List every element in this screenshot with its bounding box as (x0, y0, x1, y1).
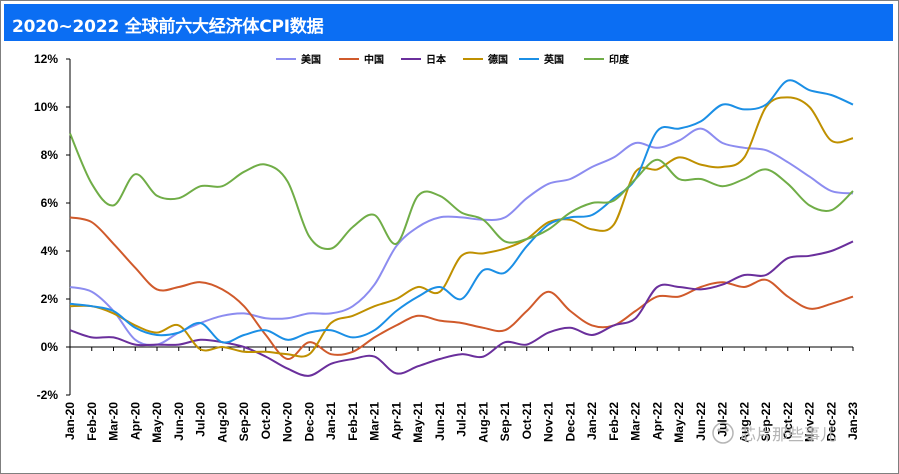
series-line-3 (69, 96, 854, 358)
y-tick-label: 6% (41, 196, 59, 210)
x-tick-label: Jun-22 (694, 402, 708, 441)
title-bar: 2020~2022 全球前六大经济体CPI数据 (4, 4, 893, 41)
x-tick-label: Feb-20 (85, 402, 99, 441)
series-line-4 (69, 79, 854, 344)
x-tick-label: Aug-21 (476, 402, 490, 443)
x-tick-label: Mar-20 (107, 402, 121, 441)
legend: 美国 中国 日本 德国 英国 印度 (276, 53, 630, 66)
y-tick-label: 8% (41, 148, 59, 162)
watermark-text: 芯片那些事儿 (740, 425, 836, 444)
x-tick-label: Jan-23 (846, 402, 860, 440)
x-tick-label: Oct-20 (259, 402, 273, 440)
series-line-0 (69, 127, 854, 347)
x-tick-label: Oct-22 (781, 402, 795, 440)
x-tick-label: Apr-20 (128, 402, 142, 440)
x-tick-label: Jun-21 (433, 402, 447, 441)
legend-label: 中国 (364, 53, 384, 66)
x-tick-label: Jan-20 (63, 402, 77, 440)
wechat-icon-eye (717, 428, 721, 432)
y-tick-label: 2% (41, 292, 59, 306)
x-tick-label: Jul-22 (716, 402, 730, 437)
watermark: 芯片那些事儿 (712, 422, 836, 444)
x-tick-label: Dec-22 (824, 402, 838, 442)
y-tick-label: 12% (34, 52, 58, 66)
x-tick-label: Sep-22 (759, 402, 773, 442)
legend-label: 日本 (426, 53, 447, 66)
series-lines (69, 79, 854, 377)
x-tick-label: Mar-22 (629, 402, 643, 441)
series-line-2 (69, 240, 854, 377)
x-tick-label: Aug-22 (737, 402, 751, 443)
x-tick-label: Oct-21 (520, 402, 534, 440)
x-tick-label: Nov-20 (281, 402, 295, 442)
x-tick-label: May-22 (672, 402, 686, 443)
x-tick-label: Mar-21 (368, 402, 382, 441)
chart-title: 2020~2022 全球前六大经济体CPI数据 (12, 17, 324, 37)
legend-label: 德国 (487, 53, 508, 66)
x-tick-label: Jan-21 (324, 402, 338, 440)
x-tick-label: May-21 (411, 402, 425, 443)
series-line-5 (69, 133, 854, 251)
axes: -2% 0% 2% 4% 6% 8% 10% 12% Jan-20 Feb-20 Mar-20 Apr… (34, 52, 860, 443)
x-tick-label: Apr-22 (650, 402, 664, 440)
x-tick-label: Jan-22 (585, 402, 599, 440)
x-tick-label: May-20 (150, 402, 164, 443)
x-tick-label: Jul-20 (194, 402, 208, 437)
x-tick-label: Dec-21 (563, 402, 577, 442)
x-tick-label: Jul-21 (455, 402, 469, 437)
x-tick-label: Feb-22 (607, 402, 621, 441)
x-tick-label: Nov-21 (542, 402, 556, 442)
legend-label: 英国 (543, 53, 564, 66)
x-tick-label: Nov-22 (803, 402, 817, 442)
x-tick-label: Feb-21 (346, 402, 360, 441)
legend-label: 印度 (609, 53, 630, 66)
x-tick-label: Aug-20 (215, 402, 229, 443)
x-tick-label: Dec-20 (302, 402, 316, 442)
y-tick-label: -2% (37, 388, 59, 402)
y-tick-label: 4% (41, 244, 59, 258)
wechat-icon-eye (725, 428, 729, 432)
x-tick-label: Sep-20 (237, 402, 251, 442)
x-tick-label: Apr-21 (389, 402, 403, 440)
x-tick-label: Sep-21 (498, 402, 512, 442)
series-line-1 (69, 216, 854, 360)
x-tick-label: Jun-20 (172, 402, 186, 441)
y-tick-label: 0% (41, 340, 59, 354)
legend-label: 美国 (301, 53, 321, 66)
wechat-icon (712, 422, 734, 444)
y-tick-label: 10% (34, 100, 58, 114)
